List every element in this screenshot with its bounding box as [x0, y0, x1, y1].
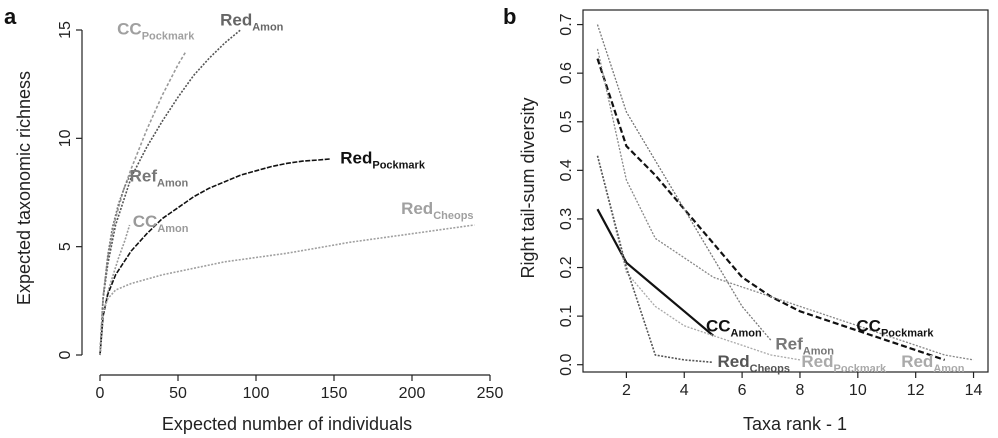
- y-tick-label: 10: [57, 129, 74, 147]
- y-ticks: 0.0 0.1 0.2 0.3 0.4 0.5 0.6 0.7: [558, 13, 583, 376]
- series-label: RefAmon: [775, 335, 834, 358]
- y-tick-label: 0.0: [558, 353, 575, 375]
- series-label: CCPockmark: [856, 317, 934, 340]
- x-tick-label: 12: [907, 382, 925, 399]
- y-tick-label: 0.1: [558, 305, 575, 327]
- series-label: RedPockmark: [340, 148, 426, 171]
- series-label-main: Red: [801, 352, 833, 371]
- series-label: CCAmon: [706, 317, 762, 340]
- series-line-cc-pockmark: [596, 58, 945, 361]
- series-line-ref-amon: [99, 172, 132, 356]
- y-tick-label: 0.7: [558, 13, 575, 35]
- series-line-red-cheops: [596, 155, 714, 364]
- panel-letter-b: b: [503, 4, 516, 29]
- x-ticks: 2 4 6 8 10 12 14: [622, 372, 983, 399]
- plot-frame: [582, 9, 989, 373]
- x-tick-label: 250: [477, 385, 504, 402]
- series-label: CCPockmark: [117, 19, 195, 42]
- x-tick-label: 8: [796, 382, 805, 399]
- panel-a: a Expected number of individuals Expecte…: [4, 4, 503, 434]
- series-label-sub: Amon: [933, 363, 964, 375]
- y-tick-label: 5: [57, 242, 74, 251]
- series-label-sub: Pockmark: [372, 159, 425, 171]
- y-axis-title: Right tail-sum diversity: [518, 97, 538, 278]
- series-line-cc-pockmark: [99, 51, 187, 356]
- series-layer: [596, 24, 974, 364]
- series-line-ref-amon: [596, 24, 772, 341]
- series-line-red-pockmark: [596, 155, 801, 361]
- series-label: CCAmon: [133, 212, 189, 235]
- x-tick-label: 6: [738, 382, 747, 399]
- label-layer: CCPockmarkRedAmonRefAmonCCAmonRedPockmar…: [117, 11, 473, 236]
- y-ticks: 0 5 10 15: [57, 21, 82, 359]
- x-tick-label: 150: [321, 385, 348, 402]
- series-label: RefAmon: [130, 167, 189, 190]
- series-label-sub: Amon: [803, 346, 834, 358]
- series-label-sub: Pockmark: [834, 363, 887, 375]
- series-label-main: CC: [706, 317, 731, 336]
- series-line-red-cheops: [99, 224, 475, 356]
- panel-letter-a: a: [4, 4, 17, 29]
- series-label-main: Red: [340, 148, 372, 167]
- panel-b: b Taxa rank - 1 Right tail-sum diversity…: [503, 4, 989, 434]
- series-label-sub: Amon: [252, 22, 283, 34]
- y-tick-label: 0.3: [558, 208, 575, 230]
- series-label-main: Red: [901, 352, 933, 371]
- series-label: RedAmon: [220, 11, 284, 34]
- y-tick-label: 15: [57, 21, 74, 39]
- series-label-sub: Amon: [157, 178, 188, 190]
- series-label-sub: Amon: [157, 223, 188, 235]
- series-label-main: Red: [220, 11, 252, 30]
- y-tick-label: 0.4: [558, 159, 575, 181]
- series-label-main: Red: [401, 199, 433, 218]
- series-label-sub: Pockmark: [881, 328, 934, 340]
- x-axis-title: Taxa rank - 1: [743, 414, 847, 434]
- series-label-main: Ref: [775, 335, 803, 354]
- series-label-sub: Pockmark: [142, 30, 195, 42]
- series-line-red-pockmark: [99, 158, 331, 356]
- x-tick-label: 200: [399, 385, 426, 402]
- y-tick-label: 0.6: [558, 62, 575, 84]
- y-tick-label: 0.5: [558, 111, 575, 133]
- series-label-main: Ref: [130, 167, 158, 186]
- x-axis-title: Expected number of individuals: [162, 414, 412, 434]
- x-tick-label: 4: [680, 382, 689, 399]
- series-label-main: CC: [117, 19, 142, 38]
- series-label: RedAmon: [901, 352, 965, 375]
- x-tick-label: 2: [622, 382, 631, 399]
- series-label-sub: Cheops: [750, 363, 790, 375]
- series-line-cc-amon: [596, 208, 714, 337]
- x-tick-label: 14: [965, 382, 983, 399]
- series-label-main: Red: [718, 352, 750, 371]
- series-label: RedPockmark: [801, 352, 887, 375]
- x-tick-label: 0: [96, 385, 105, 402]
- x-ticks: 0 50 100 150 200 250: [96, 375, 504, 402]
- series-label-main: CC: [133, 212, 158, 231]
- series-label-sub: Amon: [731, 328, 762, 340]
- series-line-red-amon: [596, 48, 974, 361]
- y-tick-label: 0.2: [558, 256, 575, 278]
- x-tick-label: 100: [243, 385, 270, 402]
- x-tick-label: 10: [849, 382, 867, 399]
- series-label: RedCheops: [718, 352, 790, 375]
- y-axis-title: Expected taxonomic richness: [14, 71, 34, 305]
- series-label-main: CC: [856, 317, 881, 336]
- series-label-sub: Cheops: [433, 210, 473, 222]
- x-tick-label: 50: [169, 385, 187, 402]
- series-label: RedCheops: [401, 199, 473, 222]
- series-layer: [99, 29, 475, 356]
- y-tick-label: 0: [57, 350, 74, 359]
